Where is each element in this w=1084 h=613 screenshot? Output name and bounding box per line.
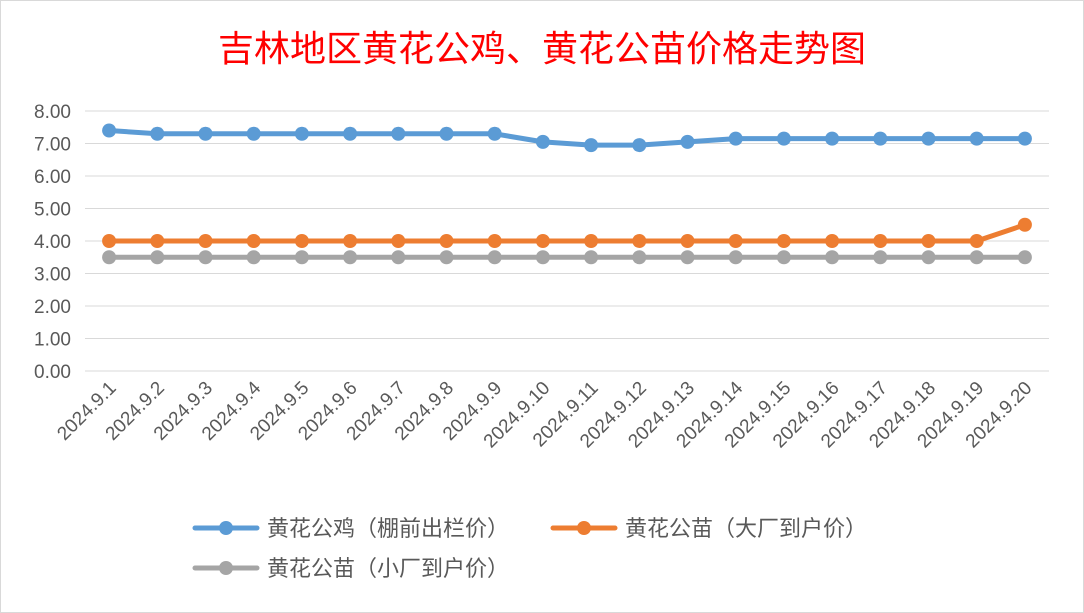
data-point [150,250,165,265]
chart-title: 吉林地区黄花公鸡、黄花公苗价格走势图 [218,29,866,70]
y-tick-label: 8.00 [34,102,71,123]
data-point [535,250,550,265]
data-point [439,250,454,265]
data-point [1017,250,1032,265]
data-point [102,250,117,265]
data-point [487,250,502,265]
data-point [921,131,936,146]
data-point [535,134,550,149]
data-point [969,250,984,265]
legend-label: 黄花公鸡（棚前出栏价） [267,517,509,542]
data-point [873,131,888,146]
data-point [391,234,406,248]
data-point [873,234,888,248]
y-tick-label: 7.00 [34,135,71,156]
legend: 黄花公鸡（棚前出栏价） 黄花公苗（大厂到户价） 黄花公苗（小厂到户价） [192,517,867,582]
data-point [439,126,454,141]
data-point [825,234,840,248]
series-lines [102,123,1032,265]
data-point [343,250,358,265]
data-point [728,131,743,146]
data-point [343,126,358,141]
x-axis-ticks: 2024.9.12024.9.22024.9.32024.9.42024.9.5… [53,377,1036,452]
data-point [150,126,165,141]
y-tick-label: 0.00 [34,362,71,383]
data-point [680,234,695,248]
data-point [487,126,502,141]
data-point [535,234,550,248]
data-point [102,234,117,248]
data-point [776,234,791,248]
data-point [921,234,936,248]
data-point [439,234,454,248]
data-point [150,234,165,248]
series-line [106,222,1028,244]
data-point [825,131,840,146]
data-point [584,250,599,265]
data-point [680,134,695,149]
data-point [680,250,695,265]
series-line [106,128,1028,148]
data-point [198,234,213,248]
data-point [198,250,213,265]
y-tick-label: 4.00 [34,232,71,253]
legend-swatch-marker [577,521,591,535]
legend-label: 黄花公苗（大厂到户价） [625,517,867,542]
data-point [391,250,406,265]
data-point [246,126,261,141]
legend-swatch-marker [219,561,233,575]
data-point [198,126,213,141]
legend-label: 黄花公苗（小厂到户价） [267,557,509,582]
data-point [102,123,117,138]
y-tick-label: 2.00 [34,297,71,318]
legend-item: 黄花公苗（大厂到户价） [550,517,867,542]
data-point [632,138,647,153]
series-2 [102,217,1032,248]
y-tick-label: 3.00 [34,265,71,286]
data-point [584,138,599,153]
data-point [294,126,309,141]
legend-item: 黄花公苗（小厂到户价） [192,557,509,582]
data-point [776,131,791,146]
data-point [246,234,261,248]
data-point [487,234,502,248]
y-tick-label: 1.00 [34,330,71,351]
data-point [776,250,791,265]
series-3 [102,250,1032,265]
data-point [632,250,647,265]
y-tick-label: 5.00 [34,200,71,221]
data-point [969,131,984,146]
data-point [728,250,743,265]
data-point [825,250,840,265]
data-point [873,250,888,265]
y-axis-ticks: 0.00 1.00 2.00 3.00 4.00 5.00 6.00 7.00 8.00 [34,102,71,383]
data-point [632,234,647,248]
series-1 [102,123,1032,153]
data-point [1017,131,1032,146]
y-tick-label: 6.00 [34,167,71,188]
data-point [294,234,309,248]
legend-swatch-marker [219,521,233,535]
data-point [246,250,261,265]
legend-item: 黄花公鸡（棚前出栏价） [192,517,509,542]
data-point [343,234,358,248]
data-point [391,126,406,141]
data-point [969,234,984,248]
data-point [728,234,743,248]
data-point [921,250,936,265]
data-point [294,250,309,265]
data-point [1017,217,1032,232]
data-point [584,234,599,248]
